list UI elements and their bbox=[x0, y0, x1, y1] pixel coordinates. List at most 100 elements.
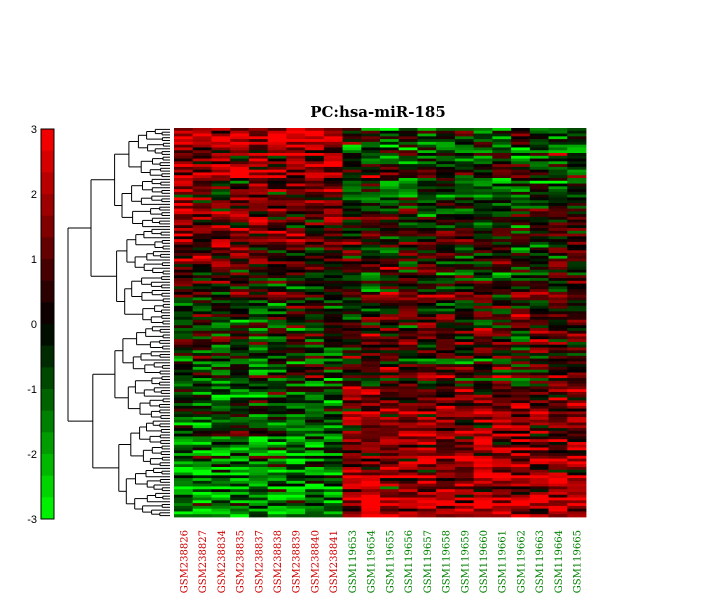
heatmap-cell bbox=[267, 491, 287, 496]
heatmap-cell bbox=[174, 489, 194, 493]
heatmap-cell bbox=[511, 275, 531, 279]
heatmap-cell bbox=[473, 350, 493, 354]
heatmap-cell bbox=[248, 455, 269, 460]
heatmap-cell bbox=[361, 380, 381, 385]
heatmap-cell bbox=[417, 433, 437, 437]
heatmap-cell bbox=[436, 222, 456, 226]
heatmap-cell bbox=[398, 161, 418, 165]
heatmap-cell bbox=[230, 164, 250, 168]
heatmap-cell bbox=[380, 480, 400, 485]
heatmap-cell bbox=[305, 425, 325, 429]
heatmap-cell bbox=[342, 247, 362, 251]
heatmap-cell bbox=[529, 233, 549, 237]
heatmap-cell bbox=[342, 144, 362, 148]
heatmap-cell bbox=[454, 144, 475, 148]
heatmap-cell bbox=[192, 186, 212, 190]
heatmap-cell bbox=[380, 403, 400, 407]
heatmap-cell bbox=[192, 194, 212, 198]
heatmap-cell bbox=[323, 444, 343, 448]
heatmap-cell bbox=[248, 200, 269, 204]
heatmap-cell bbox=[211, 333, 231, 337]
heatmap-cell bbox=[492, 175, 512, 179]
heatmap-cell bbox=[361, 141, 381, 146]
heatmap-cell bbox=[192, 286, 212, 290]
heatmap-cell bbox=[473, 491, 493, 496]
heatmap-cell bbox=[529, 305, 549, 310]
heatmap-cell bbox=[417, 253, 437, 257]
colorbar-segment bbox=[41, 150, 54, 173]
heatmap-cell bbox=[342, 258, 362, 262]
heatmap-cell bbox=[492, 514, 512, 518]
heatmap-cell bbox=[473, 450, 493, 454]
heatmap-cell bbox=[342, 503, 362, 507]
heatmap-cell bbox=[529, 247, 549, 251]
heatmap-cell bbox=[511, 500, 531, 504]
heatmap-cell bbox=[529, 394, 549, 398]
heatmap-cell bbox=[361, 322, 381, 326]
heatmap-cell bbox=[305, 269, 325, 273]
heatmap-cell bbox=[323, 289, 343, 293]
heatmap-cell bbox=[323, 283, 343, 287]
heatmap-cell bbox=[417, 308, 437, 312]
heatmap-cell bbox=[436, 203, 456, 207]
heatmap-cell bbox=[192, 389, 212, 393]
heatmap-cell bbox=[230, 178, 250, 182]
heatmap-cell bbox=[305, 355, 325, 360]
heatmap-cell bbox=[230, 153, 250, 157]
heatmap-cell bbox=[174, 228, 194, 232]
heatmap-cell bbox=[342, 153, 362, 157]
heatmap-cell bbox=[230, 389, 250, 393]
heatmap-cell bbox=[323, 514, 343, 518]
sample-labels: GSM238826 GSM238827 GSM238834 GSM238835 GSM2… bbox=[179, 530, 583, 593]
heatmap-cell bbox=[286, 283, 306, 287]
heatmap-cell bbox=[567, 397, 587, 401]
heatmap-cell bbox=[211, 219, 231, 223]
heatmap-cell bbox=[305, 411, 325, 415]
heatmap-cell bbox=[361, 208, 381, 212]
heatmap-cell bbox=[380, 366, 400, 371]
heatmap-cell bbox=[174, 350, 194, 354]
heatmap-cell bbox=[436, 461, 456, 465]
heatmap-cell bbox=[548, 494, 568, 498]
heatmap-cell bbox=[436, 275, 456, 279]
heatmap-cell bbox=[361, 130, 381, 134]
heatmap-cell bbox=[567, 383, 587, 387]
heatmap-cell bbox=[567, 380, 587, 385]
heatmap-cell bbox=[398, 375, 418, 379]
heatmap-cell bbox=[305, 241, 325, 246]
heatmap-cell bbox=[548, 378, 568, 382]
heatmap-cell bbox=[305, 483, 325, 487]
heatmap-cell bbox=[323, 172, 343, 176]
heatmap-cell bbox=[211, 214, 231, 218]
colorbar-segment bbox=[41, 497, 54, 520]
heatmap-cell bbox=[380, 491, 400, 496]
heatmap-cell bbox=[342, 178, 362, 182]
heatmap-cell bbox=[230, 219, 250, 223]
heatmap-cell bbox=[548, 428, 568, 432]
heatmap-cell bbox=[454, 250, 475, 254]
heatmap-cell bbox=[436, 347, 456, 351]
heatmap-cell bbox=[267, 303, 287, 307]
heatmap-cell bbox=[305, 275, 325, 279]
heatmap-cell bbox=[267, 372, 287, 376]
heatmap-cell bbox=[417, 278, 437, 282]
heatmap-cell bbox=[548, 489, 568, 493]
heatmap-cell bbox=[192, 411, 212, 415]
heatmap-cell bbox=[473, 347, 493, 351]
heatmap-cell bbox=[529, 216, 549, 221]
heatmap-cell bbox=[511, 497, 531, 501]
heatmap-cell bbox=[361, 403, 381, 407]
heatmap-cell bbox=[342, 366, 362, 371]
heatmap-cell bbox=[192, 394, 212, 398]
heatmap-cell bbox=[361, 447, 381, 451]
heatmap-cell bbox=[567, 344, 587, 348]
heatmap-cell bbox=[230, 416, 250, 421]
heatmap-cell bbox=[342, 180, 362, 184]
heatmap-cell bbox=[305, 186, 325, 190]
heatmap-cell bbox=[305, 322, 325, 326]
heatmap-cell bbox=[511, 303, 531, 307]
heatmap-cell bbox=[267, 208, 287, 212]
heatmap-cell bbox=[192, 344, 212, 348]
heatmap-cell bbox=[492, 358, 512, 362]
heatmap-cell bbox=[248, 397, 269, 401]
